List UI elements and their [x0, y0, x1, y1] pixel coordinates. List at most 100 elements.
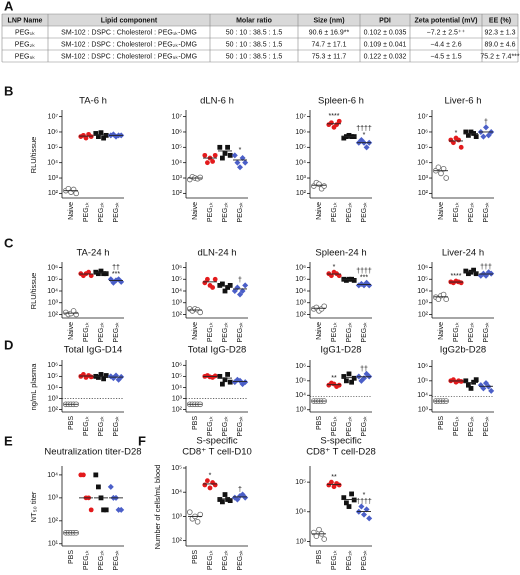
data-point — [103, 507, 109, 513]
table-cell: 74.7 ± 17.1 — [312, 41, 347, 48]
data-point — [349, 491, 354, 497]
y-axis-label: ng/mL plasma — [29, 363, 38, 411]
data-point — [458, 144, 464, 150]
table-cell: PEG₂ₖ — [15, 41, 36, 48]
significance-label: †††† — [356, 125, 372, 132]
table-cell: 89.0 ± 4.6 — [484, 41, 515, 48]
data-point — [93, 472, 99, 478]
data-point — [98, 268, 104, 274]
y-tick-label: 10³ — [172, 513, 183, 520]
data-point — [435, 164, 442, 171]
data-point — [205, 276, 210, 282]
data-point — [349, 379, 354, 385]
table-cell: SM-102 : DSPC : Cholesterol : PEG₂ₖ-DMG — [61, 41, 197, 48]
data-point — [227, 152, 233, 158]
y-tick-label: 10⁴ — [171, 489, 182, 496]
data-point — [96, 375, 101, 380]
table-header-cell: Lipid component — [101, 17, 158, 24]
y-tick-label: 10⁵ — [295, 479, 306, 486]
y-tick-label: 10⁵ — [295, 276, 306, 283]
data-point — [473, 134, 479, 139]
data-point — [329, 479, 334, 485]
data-point — [101, 376, 106, 382]
panel-label: B — [4, 83, 13, 98]
y-axis-label: RLU/tissue — [29, 273, 38, 310]
significance-label: * — [455, 130, 458, 137]
data-point — [197, 309, 204, 316]
table-cell: 0.122 ± 0.032 — [364, 53, 407, 60]
x-tick-label: PEG₁ₖ — [331, 322, 338, 342]
x-tick-label: PEG₅ₖ — [113, 550, 120, 571]
x-tick-label: PEG₂ₖ — [346, 322, 353, 343]
table-cell: 75.2 ± 7.4*** — [480, 53, 520, 60]
data-point — [341, 495, 347, 501]
y-tick-label: 10⁶ — [417, 129, 428, 136]
data-point — [358, 503, 365, 510]
data-point — [344, 500, 349, 506]
x-tick-label: PBS — [68, 416, 75, 430]
table-cell: −4.5 ± 1.5 — [430, 53, 461, 60]
data-point — [351, 375, 357, 381]
significance-label: † — [484, 119, 488, 126]
table-cell: 50 : 10 : 38.5 : 1.5 — [226, 41, 283, 48]
data-point — [239, 288, 246, 294]
data-point — [98, 130, 104, 136]
y-tick-label: 10⁷ — [296, 113, 307, 120]
chart-title: TA-24 h — [76, 248, 109, 259]
y-tick-label: 10⁴ — [295, 160, 306, 167]
data-point — [217, 497, 223, 502]
x-tick-label: PEG₅ₖ — [361, 550, 368, 571]
x-tick-label: PEG₁ₖ — [331, 416, 338, 436]
y-tick-label: 10³ — [48, 175, 59, 182]
data-point — [101, 135, 106, 141]
y-tick-label: 10⁶ — [171, 264, 182, 271]
table-header-cell: Size (nm) — [313, 17, 344, 24]
y-tick-label: 10⁶ — [47, 264, 58, 271]
y-tick-label: 10² — [296, 311, 307, 318]
data-point — [231, 152, 238, 159]
x-tick-label: PEG₂ₖ — [346, 550, 353, 571]
data-point — [220, 381, 225, 387]
data-point — [101, 507, 106, 513]
data-point — [316, 526, 322, 533]
significance-label: * — [363, 132, 366, 139]
significance-label: †††† — [356, 268, 372, 275]
y-tick-label: 10⁷ — [418, 113, 429, 120]
data-point — [329, 273, 334, 279]
x-tick-label: PEG₅ₖ — [237, 416, 244, 437]
x-tick-label: PBS — [316, 550, 323, 564]
data-point — [225, 372, 230, 377]
data-point — [101, 271, 106, 277]
data-point — [361, 511, 367, 518]
chart-title: Spleen-6 h — [318, 96, 364, 107]
y-tick-label: 10² — [172, 537, 183, 544]
table-cell: −4.4 ± 2.6 — [430, 41, 461, 48]
x-tick-label: PEG₂ₖ — [222, 322, 229, 343]
data-point — [202, 482, 208, 488]
x-tick-label: PEG₁ₖ — [207, 202, 214, 222]
y-tick-label: 10² — [48, 406, 59, 413]
x-tick-label: PEG₁ₖ — [331, 550, 338, 570]
significance-label: ** — [331, 474, 337, 481]
y-tick-label: 10⁴ — [171, 384, 182, 391]
data-point — [96, 134, 101, 139]
chart-title: Liver-6 h — [445, 96, 482, 107]
data-point — [443, 175, 450, 181]
data-point — [93, 269, 99, 275]
y-tick-label: 10⁵ — [417, 276, 428, 283]
x-tick-label: PEG₅ₖ — [237, 322, 244, 343]
x-tick-label: PEG₁ₖ — [207, 550, 214, 570]
panel-label: F — [138, 433, 146, 448]
chart-title: Spleen-24 h — [315, 248, 366, 259]
data-point — [313, 533, 320, 539]
y-tick-label: 10³ — [418, 407, 429, 414]
table-header-cell: LNP Name — [8, 17, 43, 24]
data-point — [341, 374, 347, 379]
x-tick-label: PBS — [68, 550, 75, 564]
y-axis-label: Number of cells/mL blood — [153, 465, 162, 550]
data-point — [331, 484, 337, 490]
data-point — [88, 507, 94, 513]
x-tick-label: Naive — [192, 322, 199, 340]
x-tick-label: PEG₅ₖ — [113, 202, 120, 223]
